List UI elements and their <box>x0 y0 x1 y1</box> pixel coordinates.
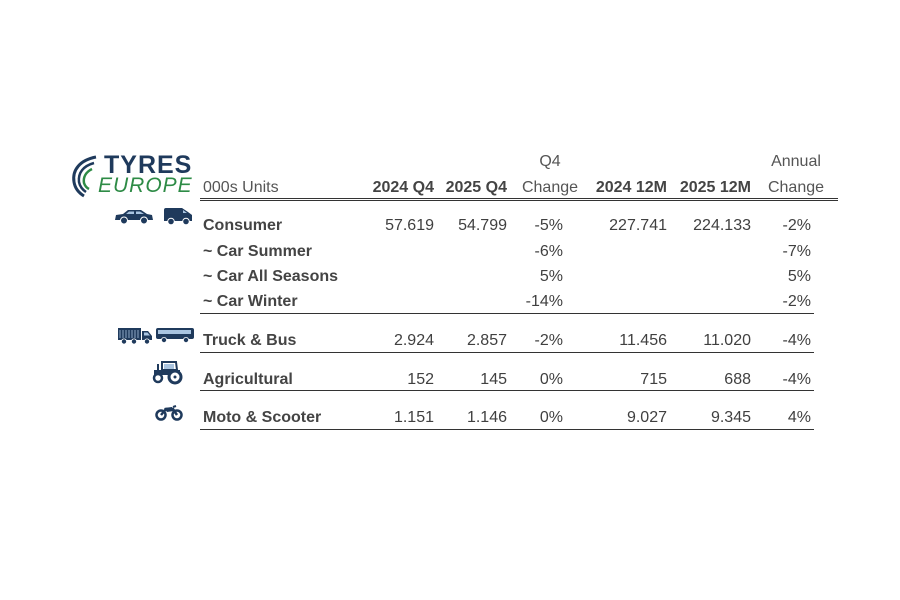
row-label-car-all-seasons: ~ Car All Seasons <box>203 268 339 285</box>
header-rule-second <box>200 200 838 201</box>
units-header: 000s Units <box>203 179 279 196</box>
table-cell: 5% <box>539 268 563 285</box>
col-2024-12m-header: 2024 12M <box>595 179 667 196</box>
tractor-icon <box>152 361 183 385</box>
table-cell: 715 <box>640 371 667 388</box>
truck-icon <box>118 328 152 345</box>
q4-group-header: Q4 <box>539 153 561 170</box>
van-icon <box>164 208 192 226</box>
col-2024q4-header: 2024 Q4 <box>372 179 434 196</box>
table-cell: 11.456 <box>619 332 667 349</box>
table-cell: 9.027 <box>626 409 667 426</box>
motorcycle-icon <box>155 405 183 421</box>
table-cell: 224.133 <box>693 217 751 234</box>
row-divider <box>200 429 814 430</box>
header-rule <box>200 198 838 199</box>
row-divider <box>200 313 814 314</box>
row-label-truck-bus: Truck & Bus <box>203 332 297 349</box>
table-cell: 57.619 <box>385 217 434 234</box>
table-cell: 688 <box>724 371 751 388</box>
col-2025-12m-header: 2025 12M <box>679 179 751 196</box>
table-cell: -7% <box>782 243 811 260</box>
table-cell: 5% <box>787 268 811 285</box>
logo-word-tyres: TYRES <box>104 151 193 179</box>
row-label-consumer: Consumer <box>203 217 283 234</box>
col-q4-change-header: Change <box>521 179 579 196</box>
table-cell: 9.345 <box>710 409 751 426</box>
table-cell: -2% <box>782 293 811 310</box>
table-cell: 4% <box>787 409 811 426</box>
car-icon <box>115 210 153 225</box>
table-cell: 1.146 <box>466 409 507 426</box>
table-cell: 152 <box>407 371 434 388</box>
table-cell: -2% <box>782 217 811 234</box>
table-cell: 0% <box>539 409 563 426</box>
table-cell: -6% <box>534 243 563 260</box>
table-cell: 54.799 <box>458 217 507 234</box>
table-cell: -14% <box>525 293 563 310</box>
table-cell: 0% <box>539 371 563 388</box>
table-cell: 2.924 <box>393 332 434 349</box>
table-cell: -5% <box>534 217 563 234</box>
logo-word-europe: EUROPE <box>98 174 193 197</box>
bus-icon <box>156 328 194 343</box>
row-label-car-winter: ~ Car Winter <box>203 293 298 310</box>
row-label-agricultural: Agricultural <box>203 371 293 388</box>
table-cell: -2% <box>534 332 563 349</box>
row-divider <box>200 390 814 391</box>
table-cell: 145 <box>480 371 507 388</box>
row-divider <box>200 352 814 353</box>
col-annual-change-header: Change <box>767 179 825 196</box>
table-cell: 1.151 <box>393 409 434 426</box>
annual-group-header: Annual <box>771 153 821 170</box>
tyres-europe-logo: TYRES EUROPE <box>70 152 195 200</box>
table-cell: 2.857 <box>466 332 507 349</box>
row-label-moto-scooter: Moto & Scooter <box>203 409 322 426</box>
col-2025q4-header: 2025 Q4 <box>445 179 507 196</box>
table-cell: 11.020 <box>703 332 751 349</box>
table-cell: -4% <box>782 332 811 349</box>
row-label-car-summer: ~ Car Summer <box>203 243 312 260</box>
logo-swoosh-icon <box>72 155 97 198</box>
table-cell: 227.741 <box>609 217 667 234</box>
table-cell: -4% <box>782 371 811 388</box>
